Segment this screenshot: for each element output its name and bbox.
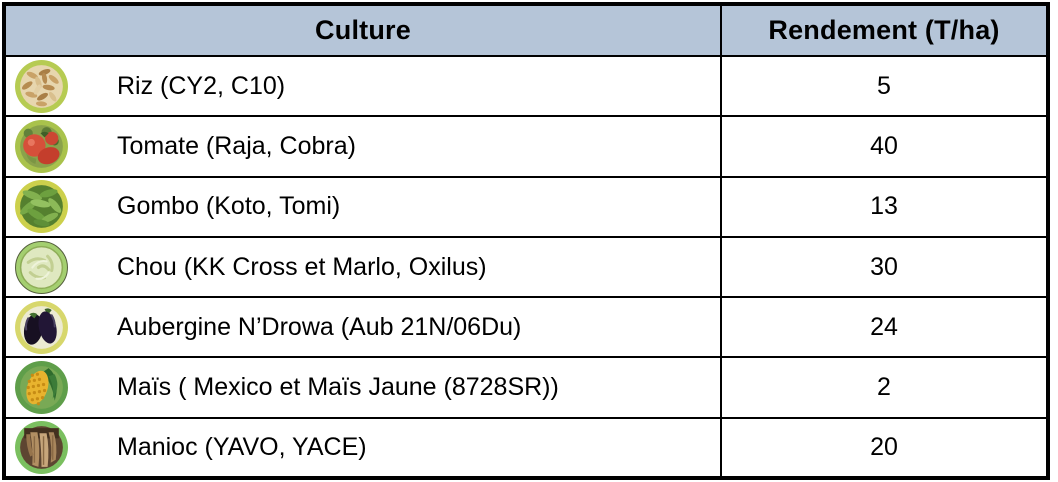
table-row-tomate: Tomate (Raja, Cobra) 40 — [3, 115, 1049, 178]
yield-value: 40 — [720, 115, 1049, 178]
culture-label: Maïs ( Mexico et Maïs Jaune (8728SR)) — [117, 373, 559, 402]
corn-icon — [14, 360, 69, 415]
culture-label: Chou (KK Cross et Marlo, Oxilus) — [117, 252, 487, 281]
column-header-rendement: Rendement (T/ha) — [720, 2, 1049, 58]
table-row-riz: Riz (CY2, C10) 5 — [3, 55, 1049, 118]
yield-value: 24 — [720, 296, 1049, 359]
table-row-gombo: Gombo (Koto, Tomi) 13 — [3, 175, 1049, 238]
yield-value: 13 — [720, 175, 1049, 238]
culture-label: Riz (CY2, C10) — [117, 71, 286, 100]
yield-value: 20 — [720, 416, 1049, 480]
column-header-culture: Culture — [3, 2, 722, 58]
eggplant-icon — [14, 300, 69, 355]
yield-value: 2 — [720, 356, 1049, 419]
culture-label: Manioc (YAVO, YACE) — [117, 432, 367, 461]
table-row-chou: Chou (KK Cross et Marlo, Oxilus) 30 — [3, 235, 1049, 299]
culture-label: Tomate (Raja, Cobra) — [117, 132, 356, 161]
table-row-mais: Maïs ( Mexico et Maïs Jaune (8728SR)) 2 — [3, 356, 1049, 419]
yield-value: 30 — [720, 235, 1049, 299]
cassava-icon — [14, 420, 69, 475]
culture-label: Aubergine N’Drowa (Aub 21N/06Du) — [117, 312, 522, 341]
cabbage-icon — [14, 240, 69, 295]
table-row-aubergine: Aubergine N’Drowa (Aub 21N/06Du) 24 — [3, 296, 1049, 359]
table-row-manioc: Manioc (YAVO, YACE) 20 — [3, 416, 1049, 480]
culture-label: Gombo (Koto, Tomi) — [117, 192, 341, 221]
rice-icon — [14, 59, 69, 114]
table-header-row: Culture Rendement (T/ha) — [3, 2, 1049, 58]
tomato-icon — [14, 119, 69, 174]
okra-icon — [14, 179, 69, 234]
yield-value: 5 — [720, 55, 1049, 118]
